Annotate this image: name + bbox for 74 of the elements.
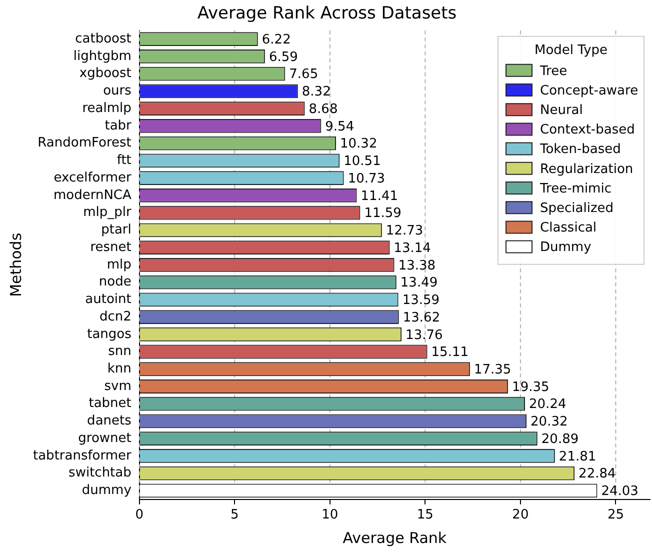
y-tick-label: ptarl (101, 222, 132, 238)
data-label: 20.89 (541, 432, 579, 447)
y-tick-label: resnet (90, 240, 132, 255)
x-tick-label: 20 (512, 508, 529, 523)
y-tick-label: RandomForest (38, 136, 132, 151)
y-tick-label: lightgbm (73, 48, 132, 64)
data-label: 10.32 (340, 136, 378, 152)
y-tick-label: catboost (75, 31, 132, 46)
data-label: 15.11 (431, 345, 468, 360)
x-tick-label: 15 (416, 508, 434, 523)
data-label: 10.73 (348, 171, 386, 186)
legend-label: Specialized (540, 200, 614, 216)
data-label: 20.24 (529, 397, 566, 412)
data-label: 17.35 (474, 362, 512, 378)
data-label: 13.59 (402, 293, 440, 308)
data-label: 20.32 (530, 414, 568, 430)
data-label: 13.38 (398, 258, 436, 274)
data-label: 11.41 (360, 188, 398, 204)
chart-title: Average Rank Across Datasets (197, 4, 457, 24)
y-tick-label: mlp (106, 257, 132, 272)
y-tick-label: ours (103, 84, 132, 99)
data-label: 10.51 (344, 154, 381, 170)
data-label: 9.54 (325, 119, 354, 134)
y-tick-label: dummy (82, 483, 132, 498)
x-tick-label: 0 (135, 508, 144, 523)
legend-label: Regularization (540, 162, 634, 177)
y-tick-label: ftt (116, 153, 132, 168)
y-tick-label: dcn2 (99, 309, 132, 324)
data-label: 12.73 (386, 224, 424, 239)
y-tick-label: autoint (85, 292, 132, 308)
y-tick-label: knn (107, 361, 132, 376)
legend-label: Concept-aware (540, 83, 638, 98)
data-label: 6.22 (262, 32, 291, 48)
y-tick-label: excelformer (54, 170, 132, 186)
data-label: 13.14 (394, 240, 431, 256)
legend-label: Tree-mimic (539, 181, 612, 196)
data-label: 13.62 (402, 310, 440, 326)
data-label: 6.59 (268, 50, 298, 65)
y-tick-label: mlp_plr (83, 205, 132, 220)
data-label: 21.81 (558, 449, 596, 464)
y-tick-label: snn (108, 344, 132, 360)
y-tick-label: tangos (87, 326, 132, 342)
y-tick-label: xgboost (79, 66, 132, 82)
data-label: 22.84 (578, 466, 616, 482)
x-axis-title: Average Rank (342, 528, 447, 547)
data-label: 8.68 (308, 102, 338, 117)
legend-label: Tree (539, 64, 568, 79)
data-label: 8.32 (302, 84, 331, 100)
y-tick-label: switchtab (68, 466, 132, 481)
legend-label: Classical (540, 220, 597, 236)
legend-label: Dummy (540, 240, 592, 256)
data-label: 19.35 (512, 380, 550, 395)
y-tick-label: tabr (104, 118, 132, 134)
legend-label: Neural (540, 102, 583, 118)
y-tick-label: tabtransformer (33, 448, 132, 464)
y-axis-title: Methods (6, 232, 25, 297)
y-tick-label: tabnet (88, 396, 132, 412)
data-label: 11.59 (364, 206, 402, 222)
x-tick-label: 10 (322, 508, 338, 523)
y-tick-label: danets (87, 414, 132, 429)
y-tick-label: realmlp (82, 100, 132, 116)
legend-label: Token-based (539, 142, 621, 158)
data-label: 13.76 (406, 328, 443, 343)
x-tick-label: 5 (230, 508, 239, 523)
y-tick-label: modernNCA (53, 188, 132, 203)
legend-title: Model Type (534, 42, 608, 58)
data-label: 13.49 (400, 276, 438, 291)
y-tick-label: node (98, 274, 132, 290)
y-tick-label: svm (104, 378, 132, 394)
data-label: 24.03 (601, 484, 638, 500)
data-label: 7.65 (289, 67, 318, 82)
legend-label: Context-based (540, 122, 635, 138)
x-tick-label: 25 (607, 508, 624, 523)
y-tick-label: grownet (78, 430, 132, 446)
